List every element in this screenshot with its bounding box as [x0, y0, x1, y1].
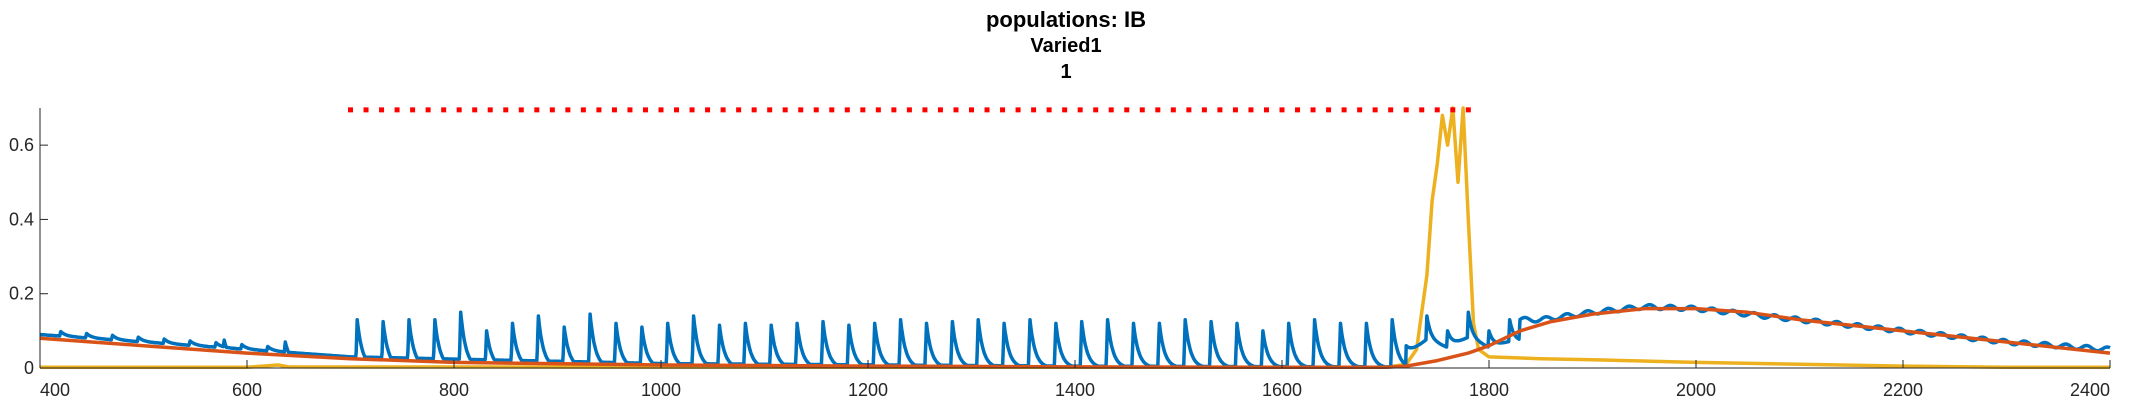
- chart-title: populations: IB: [986, 7, 1146, 32]
- stimulus-marker: [549, 107, 555, 113]
- stimulus-marker: [969, 107, 974, 113]
- series-yellow-line: [40, 106, 2110, 370]
- x-tick-label: 1400: [1055, 380, 1095, 400]
- series-orange-line: [39, 306, 2111, 370]
- stimulus-marker: [1263, 107, 1269, 113]
- stimulus-marker: [1295, 107, 1301, 113]
- y-tick-label: 0.4: [9, 209, 34, 229]
- stimulus-marker: [627, 107, 633, 113]
- stimulus-marker: [1419, 107, 1425, 113]
- stimulus-marker: [1434, 107, 1440, 113]
- stimulus-marker: [1170, 107, 1176, 113]
- stimulus-marker: [984, 107, 990, 113]
- stimulus-marker: [891, 107, 897, 113]
- stimulus-marker: [1310, 107, 1316, 113]
- stimulus-marker: [1139, 107, 1145, 113]
- stimulus-marker: [1201, 107, 1207, 113]
- stimulus-marker: [1372, 107, 1378, 113]
- stimulus-marker: [689, 107, 695, 113]
- stimulus-marker: [705, 107, 711, 113]
- stimulus-marker: [1232, 107, 1238, 113]
- stimulus-marker: [425, 107, 431, 113]
- x-tick-label: 800: [439, 380, 469, 400]
- stimulus-marker: [1031, 107, 1037, 113]
- stimulus-marker: [767, 107, 773, 113]
- stimulus-marker: [1077, 107, 1083, 113]
- x-tick-label: 600: [232, 380, 262, 400]
- x-tick-label: 1800: [1469, 380, 1509, 400]
- stimulus-marker: [1046, 107, 1052, 113]
- stimulus-marker: [1450, 107, 1456, 113]
- chart-subtitle-1: Varied1: [1030, 35, 1101, 57]
- plot-area: [39, 106, 2111, 370]
- stimulus-marker: [1403, 107, 1409, 113]
- stimulus-marker: [1279, 107, 1285, 113]
- stimulus-marker: [674, 107, 680, 113]
- x-tick-label: 1600: [1262, 380, 1302, 400]
- stimulus-marker: [1341, 107, 1347, 113]
- x-tick-label: 2200: [1883, 380, 1923, 400]
- stimulus-marker: [363, 107, 369, 113]
- stimulus-marker: [751, 107, 757, 113]
- chart-subtitle-2: 1: [1060, 61, 1071, 83]
- stimulus-marker: [1388, 107, 1394, 113]
- stimulus-marker: [379, 107, 385, 113]
- stimulus-marker: [736, 107, 742, 113]
- stimulus-marker: [472, 107, 478, 113]
- stimulus-marker: [1124, 107, 1130, 113]
- stimulus-marker: [1326, 107, 1332, 113]
- axes: [39, 108, 2110, 369]
- stimulus-marker: [1465, 107, 1471, 113]
- stimulus-marker: [441, 107, 447, 113]
- stimulus-marker: [394, 107, 400, 113]
- stimulus-marker: [860, 107, 866, 113]
- stimulus-marker: [1093, 107, 1099, 113]
- stimulus-marker: [1062, 107, 1068, 113]
- stimulus-marker: [565, 107, 571, 113]
- stimulus-marker: [487, 107, 493, 113]
- x-tick-label: 1000: [641, 380, 681, 400]
- stimulus-marker: [1357, 107, 1363, 113]
- stimulus-marker: [844, 107, 850, 113]
- y-ticks: 0 0.2 0.4 0.6: [9, 135, 48, 378]
- stimulus-marker: [348, 107, 353, 113]
- stimulus-marker: [503, 107, 509, 113]
- stimulus-marker: [1186, 107, 1192, 113]
- x-tick-label: 2000: [1676, 380, 1716, 400]
- x-tick-label: 2400: [2070, 380, 2110, 400]
- stimulus-marker: [658, 107, 664, 113]
- stimulus-marker: [1155, 107, 1161, 113]
- stimulus-marker: [720, 107, 726, 113]
- stimulus-marker: [906, 107, 912, 113]
- stimulus-marker: [580, 107, 586, 113]
- stimulus-marker: [875, 107, 881, 113]
- stimulus-marker: [829, 107, 835, 113]
- stimulus-marker: [410, 107, 416, 113]
- stimulus-marker: [922, 107, 928, 113]
- stimulus-marker: [642, 107, 648, 113]
- y-tick-label: 0.2: [9, 284, 34, 304]
- stimulus-marker: [1217, 107, 1223, 113]
- stimulus-marker: [611, 107, 617, 113]
- x-tick-label: 1200: [848, 380, 888, 400]
- stimulus-marker: [953, 107, 959, 113]
- stimulus-marker: [782, 107, 788, 113]
- stimulus-marker: [1000, 107, 1006, 113]
- stimulus-marker: [813, 107, 819, 113]
- y-tick-label: 0.6: [9, 135, 34, 155]
- stimulus-marker: [596, 107, 602, 113]
- x-tick-label: 400: [40, 380, 70, 400]
- y-tick-label: 0: [24, 358, 34, 378]
- stimulus-marker: [937, 107, 943, 113]
- stimulus-marker: [518, 107, 524, 113]
- stimulus-marker: [798, 107, 804, 113]
- stimulus-marker: [534, 107, 540, 113]
- stimulus-marker: [1015, 107, 1021, 113]
- stimulus-marker: [456, 107, 462, 113]
- stimulus-marker: [1108, 107, 1114, 113]
- x-ticks: 400 600 800 1000 1200 1400 1600 1800 2000 2200 240…: [39, 360, 2111, 400]
- stimulus-marker: [1248, 107, 1254, 113]
